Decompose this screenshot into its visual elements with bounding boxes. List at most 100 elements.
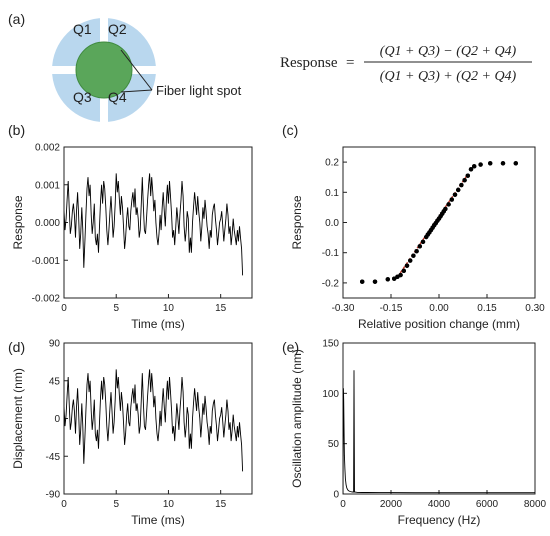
y-tick-label: 50 xyxy=(328,439,340,450)
y-tick-label: 0.0 xyxy=(325,218,339,229)
y-axis-label: Response xyxy=(290,195,304,249)
x-axis-label: Time (ms) xyxy=(131,317,185,331)
formula-numerator: (Q1 + Q3) − (Q2 + Q4) xyxy=(380,44,517,59)
y-tick-label: -45 xyxy=(46,452,61,463)
data-point xyxy=(360,279,365,284)
series-line xyxy=(64,369,244,472)
x-tick-label: 5 xyxy=(113,303,119,314)
x-tick-label: 2000 xyxy=(380,499,403,510)
x-tick-label: 8000 xyxy=(524,499,547,510)
quadrant-label-q2: Q2 xyxy=(108,21,127,37)
y-tick-label: 0.001 xyxy=(35,180,60,191)
data-point xyxy=(468,167,474,172)
data-point xyxy=(408,258,413,263)
response-formula: Response = (Q1 + Q3) − (Q2 + Q4) (Q1 + Q… xyxy=(280,44,532,84)
y-tick-label: 100 xyxy=(322,389,339,400)
plot-frame xyxy=(63,342,253,495)
panel-label-d: (d) xyxy=(8,339,25,355)
x-axis-label: Frequency (Hz) xyxy=(398,513,481,527)
chart-d: 0 5 10 15 -90 -45 0 45 90 Time (ms) Displacement (… xyxy=(11,339,253,527)
plot-frame xyxy=(342,342,536,495)
data-point xyxy=(385,277,390,282)
data-point xyxy=(488,161,493,166)
data-point xyxy=(420,239,426,245)
data-point xyxy=(446,202,451,207)
panel-label-c: (c) xyxy=(282,122,298,138)
quadrant-label-q1: Q1 xyxy=(73,21,92,37)
data-point xyxy=(404,263,410,268)
y-tick-label: 150 xyxy=(322,339,339,350)
y-axis-label: Response xyxy=(11,195,25,249)
plot-frame xyxy=(63,146,253,299)
y-tick-label: 0.002 xyxy=(35,143,60,154)
data-point xyxy=(398,272,403,278)
plot-frame xyxy=(342,146,536,299)
pointer-line-upper xyxy=(120,49,153,91)
data-point xyxy=(395,274,400,280)
chart-e: 0 2000 4000 6000 8000 0 50 100 150 Frequency (Hz)… xyxy=(290,339,547,528)
data-point xyxy=(472,164,477,169)
data-point xyxy=(478,162,483,167)
y-tick-label: 0 xyxy=(54,414,60,425)
data-point xyxy=(414,248,419,254)
x-tick-label: 10 xyxy=(163,499,175,510)
panel-label-e: (e) xyxy=(282,339,299,355)
y-tick-label: -0.1 xyxy=(322,248,340,259)
series-line xyxy=(64,173,244,276)
x-axis-label: Time (ms) xyxy=(131,513,185,527)
y-tick-label: -90 xyxy=(46,490,61,501)
x-tick-label: 0.15 xyxy=(477,303,497,314)
data-point xyxy=(513,161,518,166)
x-tick-label: 6000 xyxy=(476,499,499,510)
y-tick-label: -0.002 xyxy=(32,294,61,305)
y-tick-label: 0.000 xyxy=(35,218,60,229)
data-point xyxy=(449,197,454,202)
x-tick-label: 0.00 xyxy=(429,303,449,314)
x-tick-label: 10 xyxy=(163,303,175,314)
data-point xyxy=(392,276,397,281)
y-tick-label: -0.001 xyxy=(32,256,61,267)
data-point xyxy=(443,206,448,212)
data-point xyxy=(500,161,506,166)
quadrant-label-q3: Q3 xyxy=(73,89,92,105)
y-axis-label: Oscillation amplitude (nm) xyxy=(290,349,304,488)
data-point xyxy=(411,253,416,258)
y-tick-label: 45 xyxy=(49,376,61,387)
data-point xyxy=(459,182,464,188)
series-line xyxy=(343,370,535,494)
chart-b: 0 5 10 15 -0.002 -0.001 0.000 0.001 0.002 Time (m… xyxy=(11,143,253,331)
quadrant-photodetector: Q1 Q2 Q3 Q4 Fiber light spot xyxy=(48,14,242,126)
data-point xyxy=(465,173,470,178)
x-tick-label: 0 xyxy=(340,499,346,510)
data-point xyxy=(456,187,461,193)
y-tick-label: -0.2 xyxy=(322,278,340,289)
data-point xyxy=(372,279,378,284)
x-tick-label: 0 xyxy=(61,499,67,510)
formula-equals: = xyxy=(346,55,354,71)
y-tick-label: 0.1 xyxy=(325,188,339,199)
panel-label-b: (b) xyxy=(8,122,25,138)
x-tick-label: -0.15 xyxy=(380,303,403,314)
formula-denominator: (Q1 + Q3) + (Q2 + Q4) xyxy=(380,69,517,84)
data-point xyxy=(401,268,406,274)
y-tick-label: 0 xyxy=(333,490,339,501)
x-tick-label: 4000 xyxy=(428,499,451,510)
x-axis-label: Relative position change (mm) xyxy=(358,317,520,331)
data-point xyxy=(417,244,422,249)
x-tick-label: 0 xyxy=(61,303,67,314)
data-point xyxy=(462,178,467,183)
x-tick-label: 0.30 xyxy=(525,303,545,314)
data-point xyxy=(452,192,458,197)
x-tick-label: 5 xyxy=(113,499,119,510)
spot-label: Fiber light spot xyxy=(156,83,242,98)
quadrant-label-q4: Q4 xyxy=(108,89,127,105)
y-tick-label: 90 xyxy=(49,339,61,350)
y-axis-label: Displacement (nm) xyxy=(11,368,25,469)
pointer-line-lower xyxy=(120,89,153,93)
fiber-light-spot xyxy=(75,41,133,99)
formula-lhs: Response xyxy=(280,55,338,71)
x-tick-label: -0.30 xyxy=(332,303,355,314)
chart-c: -0.30 -0.15 0.00 0.15 0.30 -0.2 -0.1 0.0 0.1 0.2 R… xyxy=(290,146,545,331)
panel-label-a: (a) xyxy=(8,11,25,27)
